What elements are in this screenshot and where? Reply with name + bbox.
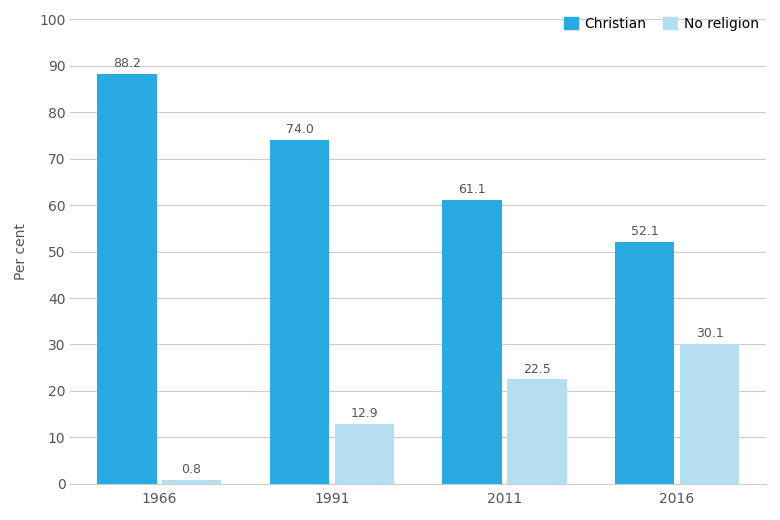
Y-axis label: Per cent: Per cent — [14, 223, 28, 280]
Bar — [335, 424, 394, 484]
Text: 88.2: 88.2 — [113, 58, 141, 71]
Bar — [615, 242, 675, 484]
Bar — [442, 200, 502, 484]
Bar — [98, 74, 157, 484]
Bar — [270, 140, 329, 484]
Text: 0.8: 0.8 — [182, 463, 201, 476]
Text: 61.1: 61.1 — [459, 184, 486, 197]
Bar — [507, 379, 566, 484]
Legend: Christian, No religion: Christian, No religion — [564, 17, 759, 31]
Bar — [680, 344, 739, 484]
Text: 12.9: 12.9 — [350, 407, 378, 420]
Text: 30.1: 30.1 — [696, 327, 723, 340]
Bar — [162, 480, 222, 484]
Text: 22.5: 22.5 — [523, 362, 551, 375]
Text: 74.0: 74.0 — [285, 123, 314, 136]
Text: 52.1: 52.1 — [631, 225, 658, 238]
